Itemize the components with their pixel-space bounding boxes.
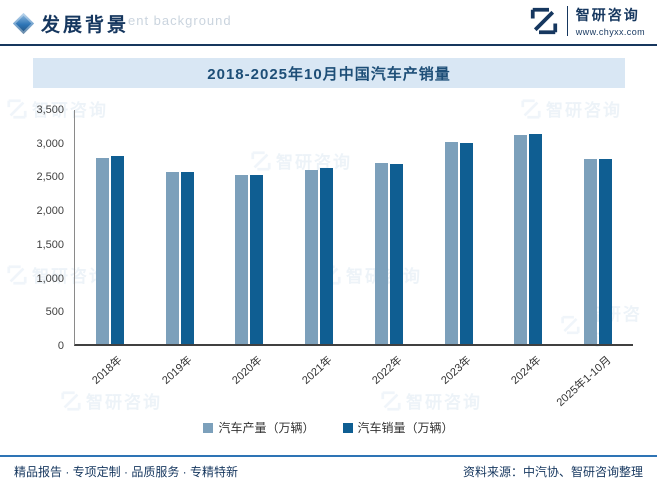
bar-series-0 <box>584 158 598 344</box>
plot-area <box>74 110 633 346</box>
bar-series-1 <box>250 174 264 344</box>
logo-text: 智研咨询 www.chyxx.com <box>576 5 645 37</box>
bar-series-1 <box>389 164 403 344</box>
bar-series-0 <box>374 163 388 344</box>
x-tick-label: 2024年 <box>509 354 544 387</box>
x-tick-label: 2019年 <box>160 354 195 387</box>
zhiyan-logo-icon <box>7 264 27 285</box>
x-tick-label: 2020年 <box>229 354 265 387</box>
page-title: 发展背景 <box>41 15 130 36</box>
footer: 精品报告 · 专项定制 · 品质服务 · 专精特新 资料来源：中汽协、智研咨询整… <box>0 455 657 485</box>
bar-group <box>514 110 543 344</box>
y-tick-label: 500 <box>45 306 64 319</box>
legend-label: 汽车产量（万辆） <box>218 421 315 435</box>
y-tick-label: 3,000 <box>36 137 64 150</box>
x-tick-label: 2021年 <box>299 354 335 387</box>
legend-swatch <box>342 422 353 433</box>
y-tick-label: 2,500 <box>36 171 64 184</box>
footer-tagline: 精品报告 · 专项定制 · 品质服务 · 专精特新 <box>14 464 238 479</box>
header-watermark: ent background <box>128 13 232 28</box>
chart-title: 2018-2025年10月中国汽车产销量 <box>33 58 625 88</box>
footer-source: 资料来源：中汽协、智研咨询整理 <box>462 464 643 479</box>
brand-logo: 智研咨询 www.chyxx.com <box>529 5 645 37</box>
zhiyan-logo-icon <box>7 98 27 119</box>
bar-series-1 <box>599 158 613 344</box>
x-tick-label: 2023年 <box>439 354 474 387</box>
y-tick-label: 0 <box>57 340 64 352</box>
legend-swatch <box>203 422 214 433</box>
y-axis: 0 500 1,000 1,500 2,000 2,500 3,000 3,500 <box>28 104 70 352</box>
bar-group <box>235 110 264 344</box>
legend: 汽车产量（万辆） 汽车销量（万辆） <box>0 419 657 436</box>
bar-group <box>374 110 403 344</box>
bar-series-1 <box>180 171 194 344</box>
header-title: 发展背景 <box>12 10 130 37</box>
bar-series-0 <box>235 175 249 344</box>
bar-series-1 <box>320 168 334 344</box>
header: ent background 发展背景 智研咨询 www.chyxx.com <box>0 0 657 46</box>
bar-group <box>95 110 124 344</box>
zhiyan-logo-icon <box>530 7 557 35</box>
legend-item: 汽车销量（万辆） <box>342 419 454 436</box>
bar-series-0 <box>165 172 179 344</box>
bar-series-0 <box>95 158 109 344</box>
legend-label: 汽车销量（万辆） <box>357 421 454 435</box>
bar-series-1 <box>459 142 473 344</box>
legend-item: 汽车产量（万辆） <box>203 419 315 436</box>
x-tick-label: 2025年1-10月 <box>554 354 614 409</box>
x-labels: 2018年 2019年 2020年 2021年 2022年 2023年 2024年 2025年… <box>74 346 633 412</box>
y-tick-label: 1,500 <box>36 238 64 251</box>
x-tick-label: 2022年 <box>369 354 405 387</box>
bar-group <box>444 110 473 344</box>
bar-series-1 <box>110 156 124 344</box>
y-tick-label: 2,000 <box>36 205 64 218</box>
logo-divider <box>566 6 568 36</box>
diamond-icon <box>12 12 35 35</box>
y-tick-label: 3,500 <box>36 104 64 116</box>
y-tick-label: 1,000 <box>36 272 64 285</box>
bar-group <box>305 110 334 344</box>
bar-series-0 <box>444 142 458 344</box>
bar-group <box>165 110 194 344</box>
bar-chart: 0 500 1,000 1,500 2,000 2,500 3,000 3,500 2018年… <box>28 104 637 409</box>
bar-series-1 <box>529 133 543 344</box>
bar-series-0 <box>305 169 319 344</box>
brand-url[interactable]: www.chyxx.com <box>575 27 645 37</box>
brand-name: 智研咨询 <box>575 7 640 23</box>
bar-series-0 <box>514 134 528 344</box>
x-tick-label: 2018年 <box>90 354 125 387</box>
bar-group <box>584 110 613 344</box>
